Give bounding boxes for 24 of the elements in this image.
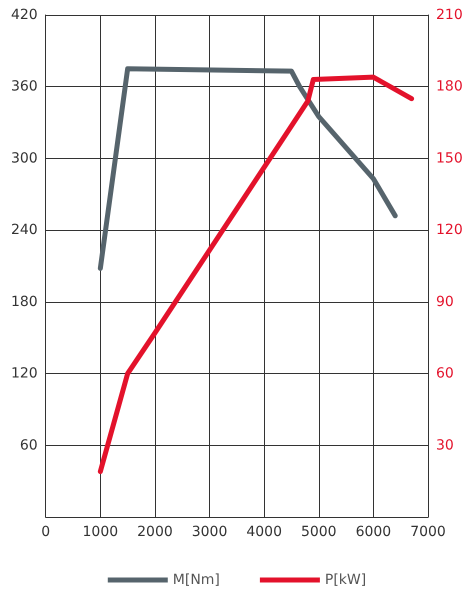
y-tick-label: 420 <box>10 7 38 23</box>
x-tick-label: 0 <box>41 524 50 540</box>
x-tick-label: 6000 <box>356 524 392 540</box>
y2-tick-label: 30 <box>436 437 454 454</box>
y2-tick-label: 90 <box>436 294 454 310</box>
x-tick-label: 7000 <box>410 524 446 540</box>
legend-label: P[kW] <box>324 572 366 588</box>
y-tick-label: 240 <box>10 222 38 238</box>
y2-tick-label: 210 <box>436 7 463 23</box>
y-tick-label: 180 <box>10 294 38 310</box>
x-tick-label: 4000 <box>246 524 282 540</box>
x-tick-label: 5000 <box>300 524 337 540</box>
x-tick-label: 3000 <box>192 524 228 540</box>
y2-tick-label: 120 <box>436 222 463 238</box>
y-tick-label: 60 <box>20 437 38 454</box>
y-tick-label: 120 <box>10 366 38 382</box>
y2-tick-label: 150 <box>436 150 463 166</box>
x-tick-label: 1000 <box>82 524 118 540</box>
x-tick-label: 2000 <box>137 524 173 540</box>
y-tick-label: 300 <box>10 150 38 166</box>
y2-tick-label: 60 <box>436 366 454 382</box>
y-tick-label: 360 <box>10 78 38 95</box>
legend-label: M[Nm] <box>172 572 220 588</box>
y2-tick-label: 180 <box>436 78 463 95</box>
